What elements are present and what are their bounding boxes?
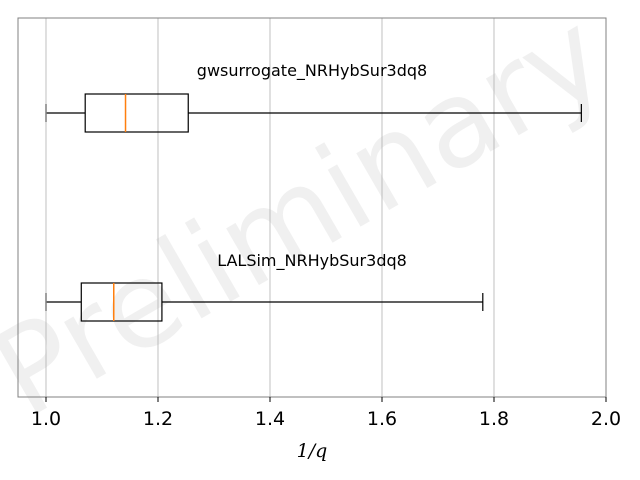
x-axis: 1.0 1.2 1.4 1.6 1.8 2.0	[31, 397, 621, 430]
box-label: LALSim_NRHybSur3dq8	[217, 251, 407, 271]
box-label: gwsurrogate_NRHybSur3dq8	[197, 61, 427, 81]
plot-frame	[17, 17, 607, 398]
box-group: gwsurrogate_NRHybSur3dq8	[45, 61, 582, 133]
x-axis-label: 1/q	[297, 440, 328, 462]
x-tick-label: 1.4	[255, 408, 285, 430]
x-tick-label: 1.8	[479, 408, 509, 430]
boxes: gwsurrogate_NRHybSur3dq8 LALSim_NRHybSur3…	[45, 61, 582, 322]
box	[84, 93, 189, 133]
x-tick-label: 1.2	[143, 408, 173, 430]
x-tick-label: 2.0	[591, 408, 621, 430]
x-tick-label: 1.6	[367, 408, 397, 430]
x-tick-label: 1.0	[31, 408, 61, 430]
box-group: LALSim_NRHybSur3dq8	[45, 251, 484, 322]
box	[80, 282, 163, 322]
